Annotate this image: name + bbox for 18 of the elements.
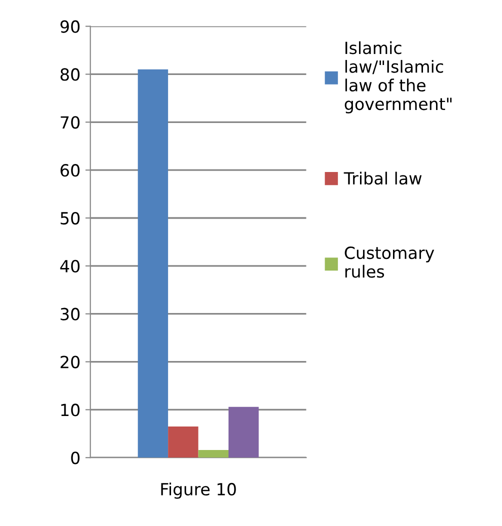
x-tick-label: Figure 10 (161, 482, 236, 499)
bar (228, 406, 259, 458)
y-tick-label: 40 (60, 260, 80, 272)
y-tick-label: 80 (60, 68, 80, 81)
y-tick-label: 60 (60, 164, 80, 177)
legend-label: Islamic law/"Islamic law of the government" (344, 41, 452, 114)
y-tick-label: 90 (60, 20, 80, 33)
y-tick-label: 50 (60, 212, 80, 225)
bar (138, 69, 168, 458)
bar (198, 450, 229, 458)
legend-label: Customary rules (344, 246, 434, 278)
y-tick-label: 10 (61, 404, 80, 416)
y-tick-label: 30 (60, 308, 80, 320)
y-tick-label: 20 (60, 356, 80, 368)
y-tick-label: 70 (60, 116, 80, 129)
y-tick-label: 0 (71, 452, 80, 464)
bar (168, 426, 198, 458)
legend-label: Tribal law (344, 172, 422, 185)
